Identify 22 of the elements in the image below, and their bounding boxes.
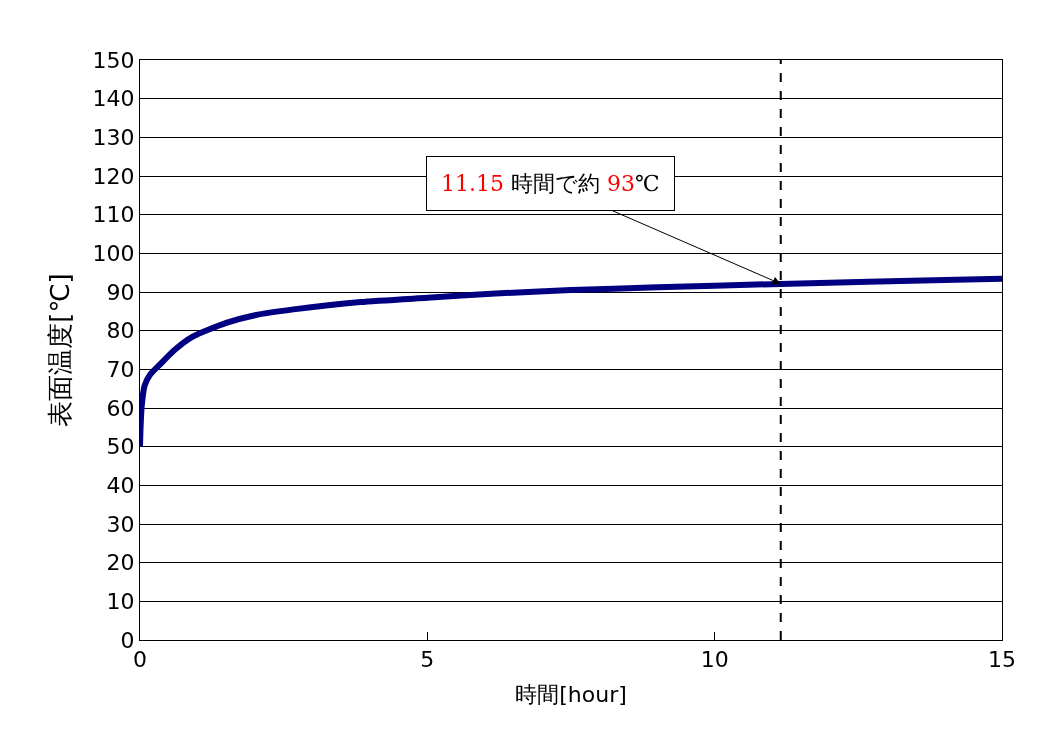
y-tick-label: 150 — [92, 47, 135, 73]
y-tick-label: 140 — [92, 86, 135, 112]
y-tick-label: 60 — [106, 395, 135, 421]
x-tick-label: 10 — [700, 647, 729, 673]
y-axis-title: 表面温度[℃] — [45, 273, 75, 427]
y-tick-label: 130 — [92, 125, 135, 151]
annotation: 11.15 時間で約 93℃ — [441, 171, 660, 196]
y-tick-label: 40 — [106, 473, 135, 499]
x-tick-label: 5 — [420, 647, 435, 673]
y-tick-label: 120 — [92, 163, 135, 189]
x-tick-label: 15 — [988, 647, 1016, 673]
y-tick-label: 30 — [106, 511, 135, 537]
y-tick-label: 0 — [120, 627, 135, 653]
y-tick-label: 100 — [92, 241, 135, 267]
y-tick-label: 110 — [92, 202, 135, 228]
y-tick-label: 20 — [106, 550, 135, 576]
y-tick-label: 50 — [106, 434, 135, 460]
y-tick-label: 70 — [106, 357, 135, 383]
x-axis-title: 時間[hour] — [515, 682, 627, 708]
y-tick-label: 90 — [106, 279, 135, 305]
y-tick-label: 10 — [106, 589, 135, 615]
y-tick-label: 80 — [106, 318, 135, 344]
